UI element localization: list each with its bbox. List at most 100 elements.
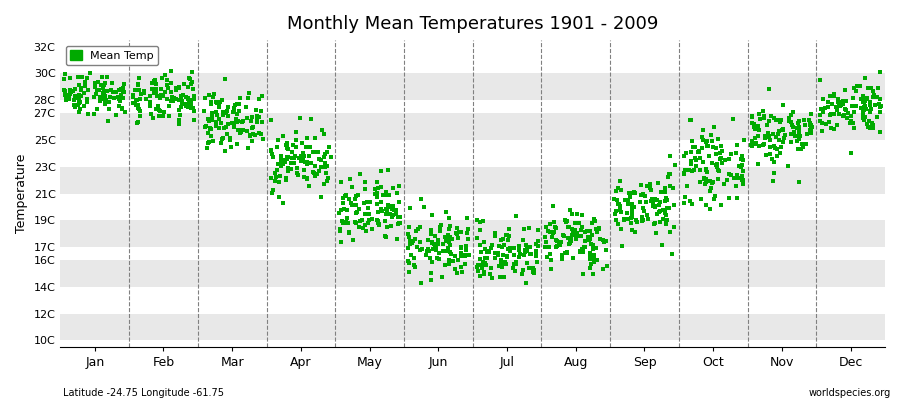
Point: [704, 132, 718, 138]
Point: [357, 186, 372, 192]
Point: [219, 110, 233, 116]
Point: [700, 142, 715, 149]
Point: [442, 238, 456, 245]
Point: [775, 127, 789, 134]
Point: [268, 174, 283, 180]
Point: [554, 256, 569, 262]
Point: [97, 93, 112, 99]
Point: [703, 205, 717, 212]
Point: [833, 99, 848, 106]
Point: [478, 246, 492, 253]
Point: [159, 82, 174, 88]
Point: [164, 68, 178, 75]
Point: [849, 88, 863, 94]
Point: [406, 238, 420, 244]
Point: [438, 238, 453, 244]
Point: [726, 116, 741, 123]
Point: [585, 232, 599, 239]
Point: [635, 217, 650, 224]
Point: [500, 260, 514, 267]
Point: [578, 244, 592, 250]
Point: [824, 125, 838, 132]
Point: [349, 210, 364, 216]
Point: [495, 261, 509, 268]
Point: [526, 266, 541, 273]
Point: [202, 126, 217, 132]
Point: [816, 96, 831, 102]
Point: [475, 262, 490, 268]
Point: [442, 215, 456, 222]
Point: [218, 148, 232, 154]
Point: [684, 117, 698, 124]
Point: [762, 144, 777, 150]
Point: [855, 108, 869, 115]
Point: [846, 85, 860, 91]
Point: [475, 218, 490, 224]
Point: [700, 138, 715, 144]
Point: [220, 131, 234, 138]
Point: [765, 156, 779, 162]
Point: [547, 228, 562, 235]
Point: [866, 121, 880, 128]
Point: [219, 124, 233, 130]
Point: [817, 105, 832, 111]
Point: [252, 96, 266, 103]
Point: [637, 207, 652, 214]
Point: [308, 135, 322, 141]
Point: [578, 228, 592, 235]
Point: [198, 95, 212, 102]
Point: [540, 254, 554, 260]
Point: [68, 103, 82, 110]
Point: [821, 99, 835, 106]
Point: [255, 119, 269, 125]
Point: [370, 190, 384, 196]
Point: [657, 207, 671, 213]
Point: [232, 108, 247, 114]
Point: [116, 85, 130, 91]
Point: [546, 230, 561, 236]
Point: [634, 182, 648, 188]
Point: [428, 233, 442, 239]
Point: [587, 254, 601, 261]
Point: [432, 250, 446, 256]
Point: [460, 215, 474, 221]
Point: [362, 211, 376, 217]
Bar: [60, 100, 885, 114]
Point: [155, 74, 169, 81]
Point: [383, 223, 398, 230]
Point: [696, 159, 710, 165]
Point: [319, 150, 333, 157]
Point: [472, 226, 487, 233]
Point: [832, 101, 846, 107]
Point: [216, 134, 230, 141]
Point: [165, 89, 179, 95]
Point: [132, 112, 147, 119]
Point: [815, 108, 830, 115]
Point: [652, 208, 667, 214]
Point: [346, 202, 360, 208]
Point: [361, 220, 375, 226]
Point: [756, 142, 770, 149]
Point: [179, 102, 194, 109]
Point: [131, 86, 146, 93]
Point: [130, 102, 145, 109]
Point: [843, 120, 858, 127]
Point: [254, 131, 268, 138]
Point: [201, 140, 215, 146]
Bar: [60, 140, 885, 167]
Point: [443, 248, 457, 255]
Point: [317, 131, 331, 137]
Point: [860, 95, 874, 102]
Point: [77, 79, 92, 86]
Point: [776, 138, 790, 145]
Point: [371, 218, 385, 224]
Point: [788, 133, 802, 139]
Point: [709, 164, 724, 170]
Point: [488, 230, 502, 236]
Point: [343, 176, 357, 182]
Point: [683, 198, 698, 204]
Point: [266, 154, 281, 160]
Point: [274, 157, 288, 164]
Point: [518, 226, 532, 232]
Point: [846, 120, 860, 127]
